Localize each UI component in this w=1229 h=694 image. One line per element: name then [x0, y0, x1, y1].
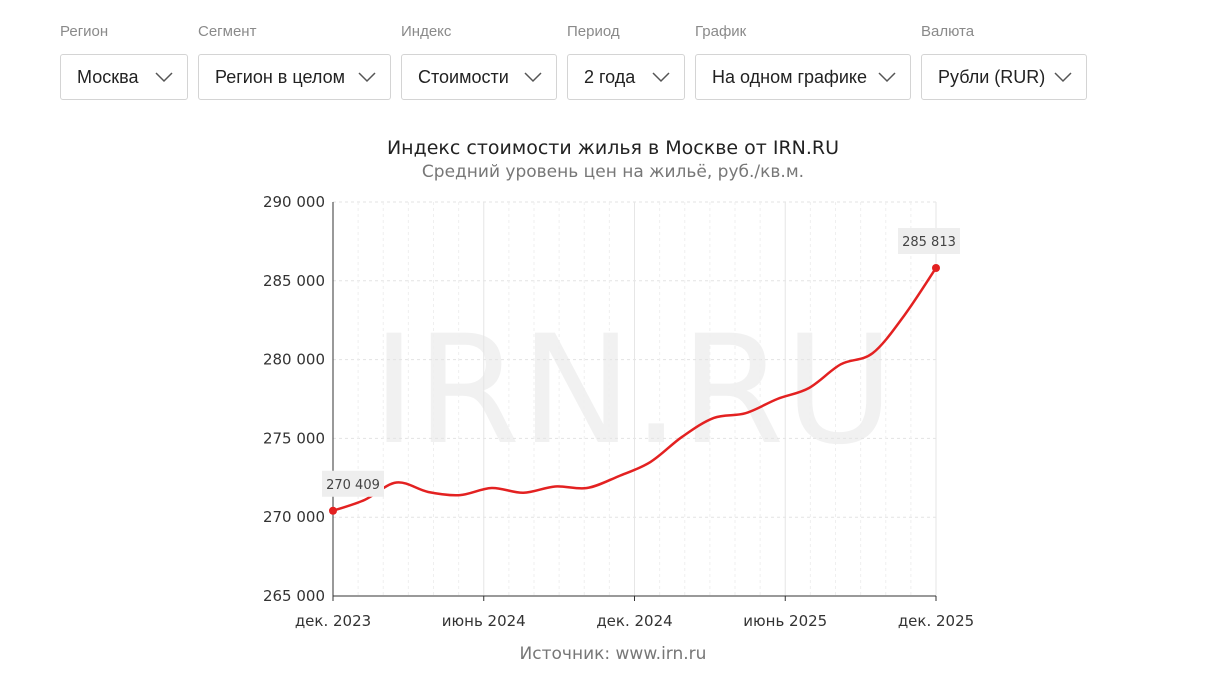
chart-container: Индекс стоимости жилья в Москве от IRN.R…	[0, 120, 1229, 689]
watermark-logo: IRN.RU	[372, 304, 894, 478]
period-select-value: 2 года	[584, 66, 636, 87]
filter-chart-mode: График На одном графике	[695, 22, 911, 100]
x-axis: дек. 2023 июнь 2024 дек. 2024 июнь 2025 дек.…	[295, 595, 974, 630]
region-select-value: Москва	[77, 66, 139, 87]
series-line	[332, 267, 938, 512]
chart-grid	[333, 201, 937, 596]
data-point	[329, 506, 337, 515]
segment-select-value: Регион в целом	[215, 66, 345, 87]
region-select[interactable]: Москва	[60, 54, 188, 100]
y-tick-label: 270 000	[263, 508, 325, 526]
data-label: 285 813	[902, 235, 956, 250]
y-tick-label: 275 000	[263, 429, 325, 447]
y-tick-label: 290 000	[263, 193, 325, 211]
chart-source: Источник: www.irn.ru	[520, 644, 707, 664]
filter-segment: Сегмент Регион в целом	[198, 22, 391, 100]
chevron-down-icon	[878, 72, 896, 83]
data-label-box	[898, 227, 960, 254]
filter-period-label: Период	[567, 23, 620, 40]
filter-period: Период 2 года	[567, 22, 685, 100]
filter-region: Регион Москва	[60, 22, 188, 100]
x-tick-label: дек. 2025	[898, 612, 974, 630]
filter-segment-label: Сегмент	[198, 23, 257, 40]
filter-region-label: Регион	[60, 23, 109, 40]
filter-index: Индекс Стоимости	[401, 22, 557, 100]
chevron-down-icon	[524, 72, 542, 83]
data-point	[932, 263, 940, 272]
x-tick-label: дек. 2023	[295, 612, 371, 630]
chevron-down-icon	[1054, 72, 1072, 83]
chart-mode-select-value: На одном графике	[712, 66, 867, 87]
data-label-box	[322, 470, 384, 497]
filter-index-label: Индекс	[401, 23, 452, 40]
y-tick-label: 265 000	[263, 587, 325, 605]
index-select-value: Стоимости	[418, 66, 509, 87]
data-label: 270 409	[326, 478, 380, 493]
segment-select[interactable]: Регион в целом	[198, 54, 391, 100]
y-tick-label: 280 000	[263, 351, 325, 369]
x-tick-label: дек. 2024	[596, 612, 672, 630]
annotation-layer: 270 409 285 813	[322, 227, 960, 497]
chevron-down-icon	[155, 72, 173, 83]
currency-select[interactable]: Рубли (RUR)	[921, 54, 1087, 100]
y-tick-label: 285 000	[263, 272, 325, 290]
currency-select-value: Рубли (RUR)	[938, 66, 1046, 87]
y-axis: 265 000 270 000 275 000 280 000 285 000 290 0…	[263, 193, 334, 605]
x-tick-label: июнь 2025	[743, 612, 827, 630]
filter-currency-label: Валюта	[921, 23, 975, 40]
filter-chart-mode-label: График	[695, 23, 747, 40]
chart-title: Индекс стоимости жилья в Москве от IRN.R…	[387, 137, 839, 159]
x-tick-label: июнь 2024	[442, 612, 526, 630]
chart-mode-select[interactable]: На одном графике	[695, 54, 911, 100]
index-select[interactable]: Стоимости	[401, 54, 557, 100]
filter-currency: Валюта Рубли (RUR)	[921, 22, 1087, 100]
price-index-chart: Индекс стоимости жилья в Москве от IRN.R…	[263, 137, 974, 664]
chevron-down-icon	[652, 72, 670, 83]
chevron-down-icon	[358, 72, 376, 83]
period-select[interactable]: 2 года	[567, 54, 685, 100]
series-layer	[329, 263, 940, 515]
chart-subtitle: Средний уровень цен на жильё, руб./кв.м.	[422, 162, 804, 182]
